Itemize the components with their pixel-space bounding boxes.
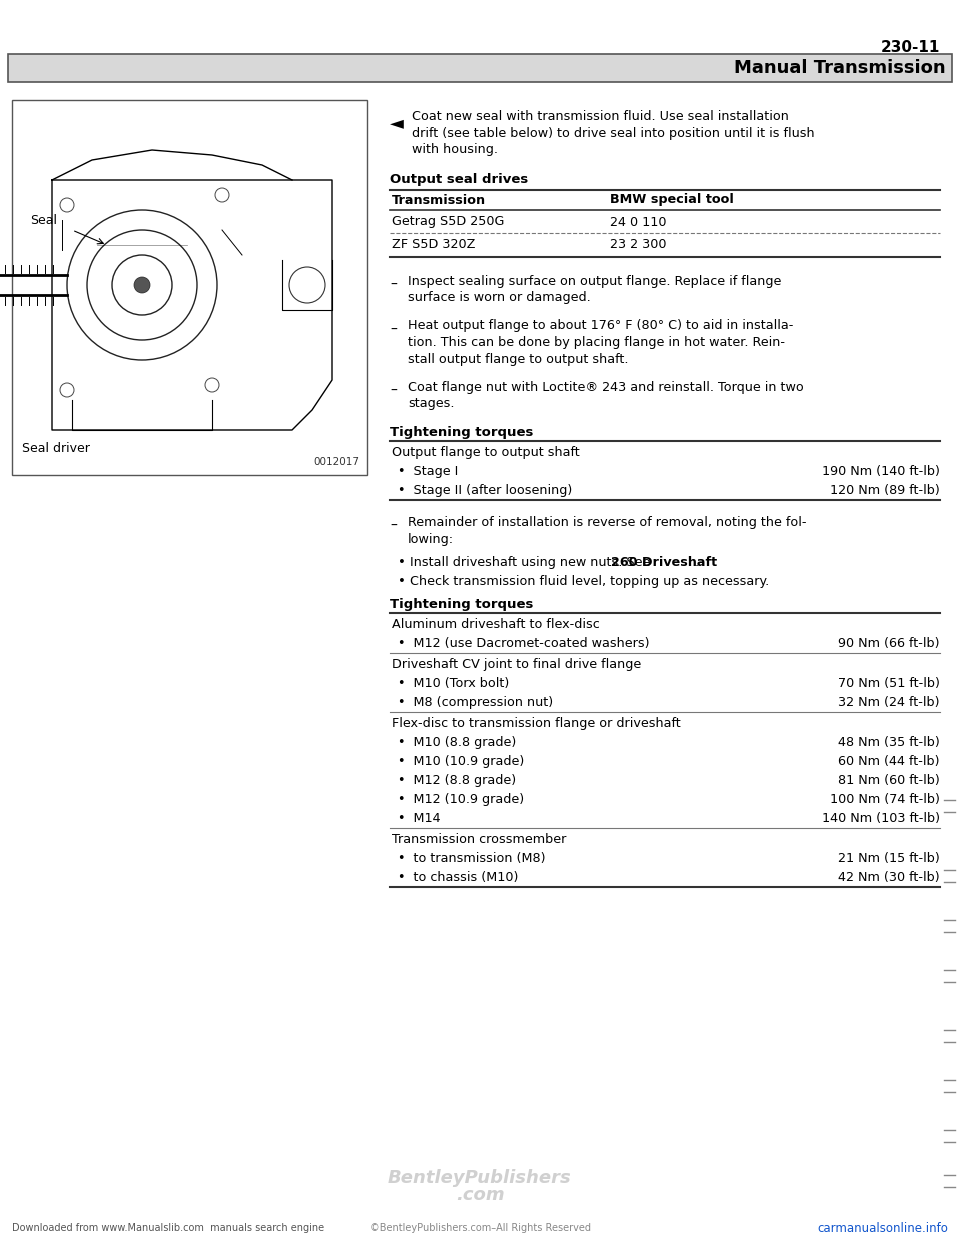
Text: Inspect sealing surface on output flange. Replace if flange: Inspect sealing surface on output flange… <box>408 274 781 287</box>
Text: 23 2 300: 23 2 300 <box>610 237 666 251</box>
Text: •  M8 (compression nut): • M8 (compression nut) <box>398 696 553 709</box>
Text: drift (see table below) to drive seal into position until it is flush: drift (see table below) to drive seal in… <box>412 127 815 139</box>
Text: Downloaded from www.Manualslib.com  manuals search engine: Downloaded from www.Manualslib.com manua… <box>12 1223 324 1233</box>
Text: Tightening torques: Tightening torques <box>390 426 534 438</box>
Text: Install driveshaft using new nuts. See: Install driveshaft using new nuts. See <box>410 556 655 569</box>
Text: Output flange to output shaft: Output flange to output shaft <box>392 446 580 460</box>
Text: •  M14: • M14 <box>398 812 441 825</box>
Bar <box>8 53 952 82</box>
Text: ◄: ◄ <box>390 114 404 132</box>
Text: Remainder of installation is reverse of removal, noting the fol-: Remainder of installation is reverse of … <box>408 515 806 529</box>
Bar <box>12 101 367 474</box>
Text: 81 Nm (60 ft-lb): 81 Nm (60 ft-lb) <box>838 774 940 787</box>
Text: •: • <box>398 556 406 569</box>
Text: Heat output flange to about 176° F (80° C) to aid in installa-: Heat output flange to about 176° F (80° … <box>408 319 793 333</box>
Text: 70 Nm (51 ft-lb): 70 Nm (51 ft-lb) <box>838 677 940 691</box>
Text: Manual Transmission: Manual Transmission <box>734 60 946 77</box>
Text: Check transmission fluid level, topping up as necessary.: Check transmission fluid level, topping … <box>410 575 769 587</box>
Text: Getrag S5D 250G: Getrag S5D 250G <box>392 216 504 229</box>
Text: Flex-disc to transmission flange or driveshaft: Flex-disc to transmission flange or driv… <box>392 717 681 730</box>
Text: •  Stage I: • Stage I <box>398 465 458 478</box>
Text: Coat flange nut with Loctite® 243 and reinstall. Torque in two: Coat flange nut with Loctite® 243 and re… <box>408 381 804 394</box>
Text: Seal driver: Seal driver <box>22 441 90 455</box>
Text: •  to chassis (M10): • to chassis (M10) <box>398 871 518 884</box>
Text: •  M12 (8.8 grade): • M12 (8.8 grade) <box>398 774 516 787</box>
Text: 100 Nm (74 ft-lb): 100 Nm (74 ft-lb) <box>830 792 940 806</box>
Text: 0012017: 0012017 <box>313 457 359 467</box>
Text: –: – <box>390 323 396 337</box>
Text: .: . <box>695 556 699 569</box>
Text: 42 Nm (30 ft-lb): 42 Nm (30 ft-lb) <box>838 871 940 884</box>
Text: Output seal drives: Output seal drives <box>390 174 528 186</box>
Text: 24 0 110: 24 0 110 <box>610 216 666 229</box>
Text: Tightening torques: Tightening torques <box>390 597 534 611</box>
Text: 60 Nm (44 ft-lb): 60 Nm (44 ft-lb) <box>838 755 940 768</box>
Text: .com: .com <box>456 1186 504 1203</box>
Text: Transmission: Transmission <box>392 194 486 206</box>
Text: Transmission crossmember: Transmission crossmember <box>392 833 566 846</box>
Text: –: – <box>390 277 396 292</box>
Circle shape <box>134 277 150 293</box>
Text: 230-11: 230-11 <box>880 41 940 56</box>
Text: tion. This can be done by placing flange in hot water. Rein-: tion. This can be done by placing flange… <box>408 337 785 349</box>
Text: 48 Nm (35 ft-lb): 48 Nm (35 ft-lb) <box>838 737 940 749</box>
Text: 32 Nm (24 ft-lb): 32 Nm (24 ft-lb) <box>838 696 940 709</box>
Text: 140 Nm (103 ft-lb): 140 Nm (103 ft-lb) <box>822 812 940 825</box>
Text: ZF S5D 320Z: ZF S5D 320Z <box>392 237 475 251</box>
Text: •  to transmission (M8): • to transmission (M8) <box>398 852 545 864</box>
Text: surface is worn or damaged.: surface is worn or damaged. <box>408 291 590 304</box>
Text: 260 Driveshaft: 260 Driveshaft <box>611 556 717 569</box>
Text: •  M12 (use Dacromet-coated washers): • M12 (use Dacromet-coated washers) <box>398 637 650 650</box>
Text: stages.: stages. <box>408 397 454 411</box>
Text: with housing.: with housing. <box>412 143 498 156</box>
Text: 120 Nm (89 ft-lb): 120 Nm (89 ft-lb) <box>830 484 940 497</box>
Text: –: – <box>390 519 396 533</box>
Text: Aluminum driveshaft to flex-disc: Aluminum driveshaft to flex-disc <box>392 619 600 631</box>
Text: 190 Nm (140 ft-lb): 190 Nm (140 ft-lb) <box>822 465 940 478</box>
Text: ©BentleyPublishers.com–All Rights Reserved: ©BentleyPublishers.com–All Rights Reserv… <box>370 1223 590 1233</box>
Text: •  M10 (Torx bolt): • M10 (Torx bolt) <box>398 677 509 691</box>
Text: 90 Nm (66 ft-lb): 90 Nm (66 ft-lb) <box>838 637 940 650</box>
Text: –: – <box>390 384 396 397</box>
Text: 21 Nm (15 ft-lb): 21 Nm (15 ft-lb) <box>838 852 940 864</box>
Text: stall output flange to output shaft.: stall output flange to output shaft. <box>408 353 629 365</box>
Text: BMW special tool: BMW special tool <box>610 194 733 206</box>
Text: •: • <box>398 575 406 587</box>
Text: •  M10 (8.8 grade): • M10 (8.8 grade) <box>398 737 516 749</box>
Text: BentleyPublishers: BentleyPublishers <box>388 1169 572 1187</box>
Text: Seal: Seal <box>30 214 57 226</box>
Text: lowing:: lowing: <box>408 533 454 545</box>
Text: •  Stage II (after loosening): • Stage II (after loosening) <box>398 484 572 497</box>
Text: Driveshaft CV joint to final drive flange: Driveshaft CV joint to final drive flang… <box>392 658 641 671</box>
Text: carmanualsonline.info: carmanualsonline.info <box>817 1221 948 1235</box>
Text: •  M12 (10.9 grade): • M12 (10.9 grade) <box>398 792 524 806</box>
Text: •  M10 (10.9 grade): • M10 (10.9 grade) <box>398 755 524 768</box>
Text: Coat new seal with transmission fluid. Use seal installation: Coat new seal with transmission fluid. U… <box>412 111 789 123</box>
